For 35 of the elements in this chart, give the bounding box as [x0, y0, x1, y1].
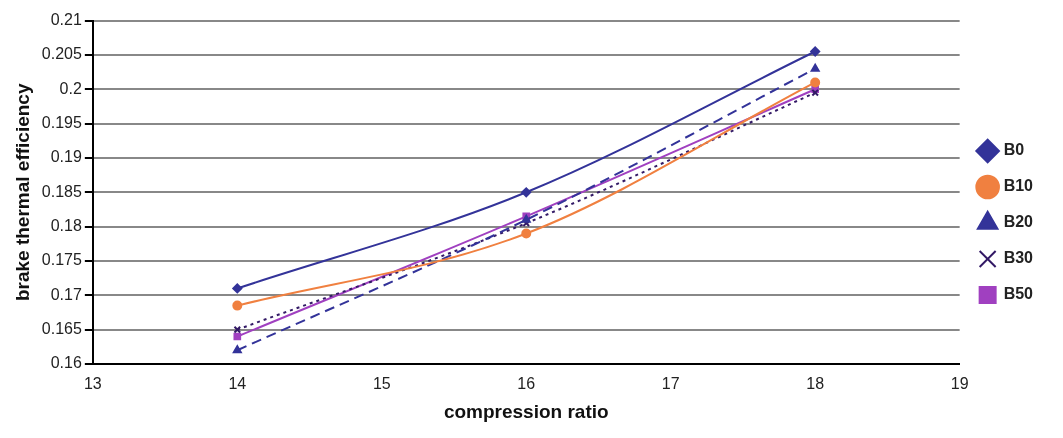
x-tick-label: 13: [83, 375, 102, 393]
y-tick-label: 0.17: [50, 285, 82, 303]
y-tick-label: 0.195: [41, 114, 82, 132]
point: [232, 345, 242, 354]
point: [521, 187, 532, 198]
y-tick-label: 0.175: [41, 251, 82, 269]
y-tick-label: 0.165: [41, 320, 82, 338]
point: [233, 325, 242, 334]
x-tick-label: 18: [806, 375, 825, 393]
point: [810, 77, 821, 88]
legend-label: B50: [1003, 285, 1034, 303]
y-tick-label: 0.18: [50, 217, 82, 235]
point: [810, 63, 820, 72]
legend-label: B20: [1003, 213, 1034, 231]
point: [810, 46, 821, 57]
point: [521, 228, 532, 239]
x-axis-title: compression ratio: [443, 400, 609, 422]
y-tick-label: 0.21: [50, 11, 82, 29]
y-axis-title: brake thermal efficiency: [11, 83, 33, 302]
y-tick-label: 0.205: [41, 45, 82, 63]
legend-label: B30: [1003, 249, 1034, 267]
x-tick-label: 16: [517, 375, 536, 393]
point: [232, 283, 243, 294]
x-tick-label: 17: [661, 375, 680, 393]
y-tick-label: 0.185: [41, 182, 82, 200]
point: [233, 332, 242, 341]
point: [232, 300, 243, 311]
x-tick-label: 19: [950, 375, 969, 393]
y-tick-label: 0.19: [50, 148, 82, 166]
legend-label: B0: [1003, 141, 1025, 159]
y-tick-label: 0.2: [59, 79, 82, 97]
legend-label: B10: [1003, 177, 1034, 195]
x-tick-label: 15: [372, 375, 391, 393]
x-tick-label: 14: [228, 375, 247, 393]
y-tick-label: 0.16: [50, 354, 82, 372]
